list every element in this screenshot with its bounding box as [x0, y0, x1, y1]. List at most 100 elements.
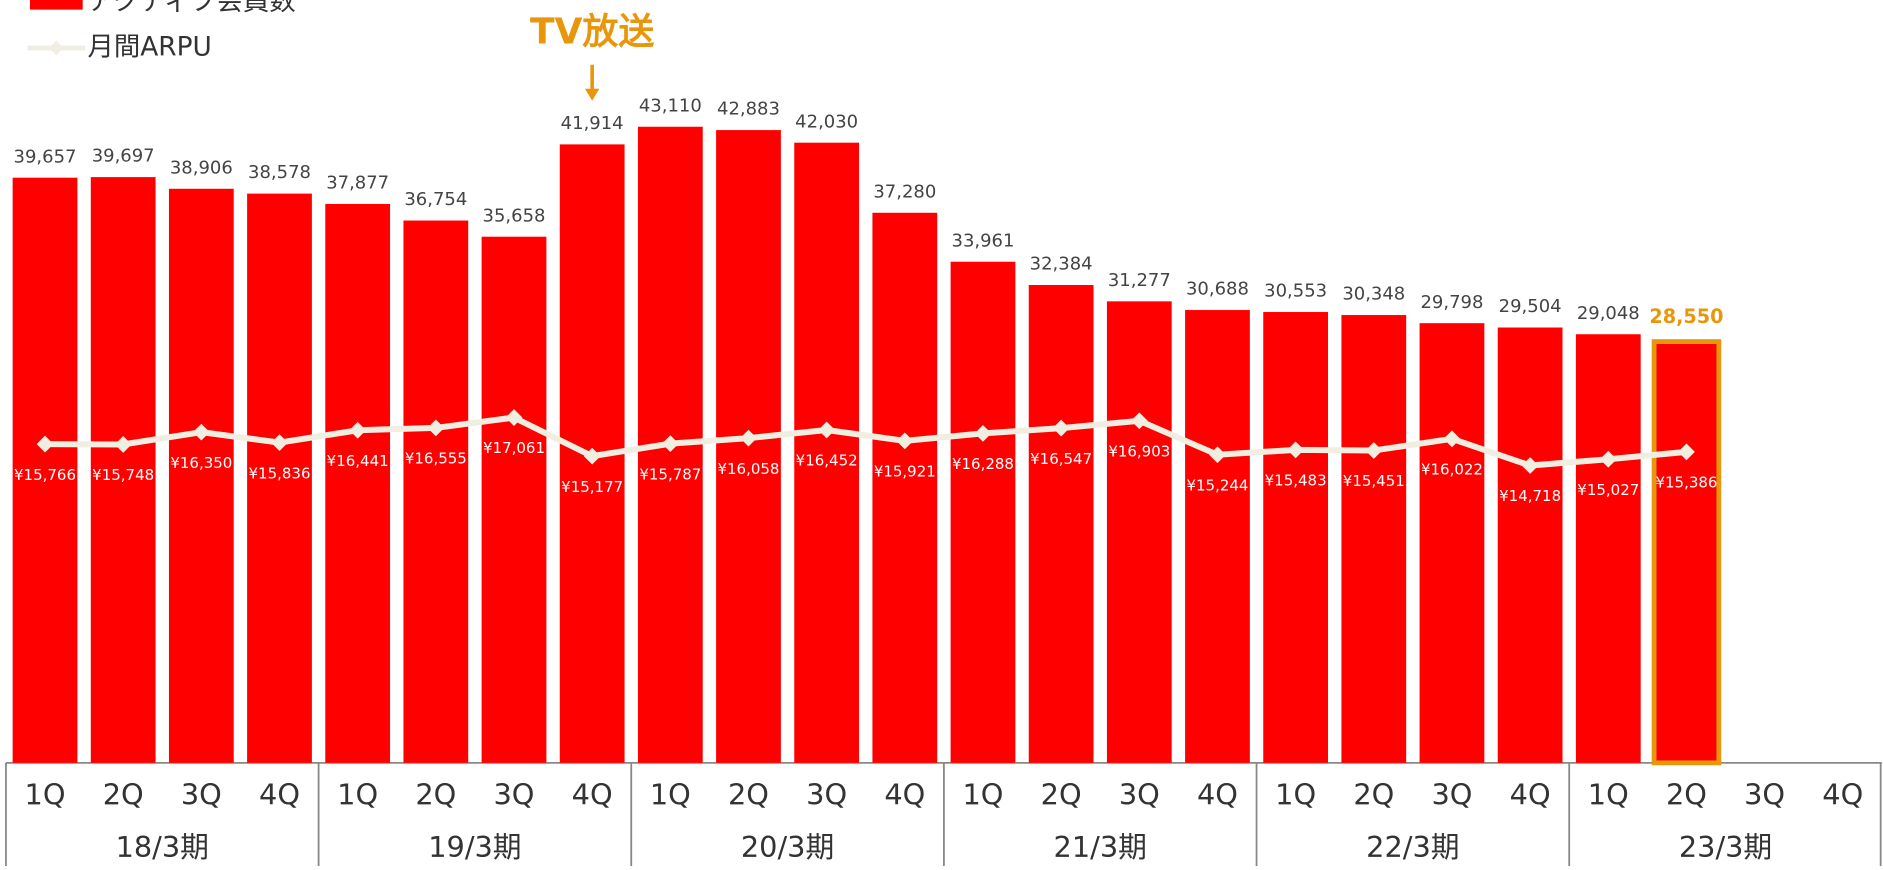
- bar-value-label: 36,754: [404, 189, 467, 210]
- arpu-value-label: ¥15,766: [14, 466, 76, 484]
- annotation-arrowhead: [584, 88, 600, 101]
- arpu-marker: [1287, 441, 1305, 459]
- x-tick-label: 4Q: [259, 777, 300, 811]
- arpu-marker: [818, 421, 836, 439]
- bar-value-label: 30,348: [1342, 284, 1405, 305]
- arpu-marker: [271, 434, 288, 452]
- bar-value-label: 39,697: [92, 146, 155, 167]
- arpu-marker: [1130, 412, 1148, 430]
- group-label: 22/3期: [1366, 830, 1459, 864]
- x-tick-label: 3Q: [494, 777, 535, 811]
- arpu-marker: [1052, 419, 1070, 437]
- bar-value-label: 28,550: [1649, 305, 1723, 328]
- arpu-marker: [740, 429, 757, 447]
- x-tick-label: 3Q: [1431, 777, 1472, 811]
- x-tick-label: 1Q: [650, 777, 691, 811]
- bar: [1106, 301, 1172, 763]
- bar: [1651, 339, 1722, 766]
- group-label: 21/3期: [1054, 830, 1147, 864]
- bar-value-label: 29,048: [1577, 303, 1640, 324]
- bar-value-label: 38,906: [170, 157, 233, 178]
- x-tick-label: 1Q: [1588, 777, 1629, 811]
- bar: [1575, 334, 1641, 763]
- arpu-line: [44, 414, 1687, 469]
- bar: [794, 142, 860, 763]
- bar-value-label: 29,504: [1499, 296, 1562, 317]
- arpu-value-label: ¥15,027: [1577, 481, 1639, 499]
- bar: [481, 236, 547, 763]
- legend-label: 月間ARPU: [87, 32, 211, 62]
- bar: [403, 220, 469, 763]
- arpu-value-label: ¥16,441: [327, 452, 389, 470]
- x-tick-label: 1Q: [1275, 777, 1316, 811]
- arpu-marker: [1365, 442, 1383, 459]
- bar-value-label: 37,877: [326, 173, 389, 194]
- x-tick-label: 3Q: [1744, 777, 1785, 811]
- bar: [1419, 323, 1485, 763]
- x-tick-label: 4Q: [1822, 777, 1863, 811]
- x-tick-label: 4Q: [884, 777, 925, 811]
- x-tick-label: 3Q: [806, 777, 847, 811]
- arpu-value-label: ¥15,748: [92, 466, 154, 484]
- x-tick-label: 1Q: [25, 777, 66, 811]
- bar: [1497, 327, 1563, 763]
- bar-value-label: 31,277: [1108, 270, 1171, 291]
- bar: [325, 203, 391, 763]
- arpu-value-label: ¥15,787: [639, 465, 701, 483]
- arpu-value-label: ¥14,718: [1499, 487, 1561, 505]
- x-tick-label: 4Q: [1197, 777, 1238, 811]
- bar-value-label: 43,110: [639, 95, 702, 116]
- arpu-value-label: ¥15,836: [249, 464, 311, 482]
- x-tick-label: 4Q: [1510, 777, 1551, 811]
- x-tick-label: 3Q: [181, 777, 222, 811]
- bar-value-label: 37,280: [873, 181, 936, 202]
- bar: [1028, 285, 1094, 763]
- x-tick-label: 1Q: [963, 777, 1004, 811]
- bar-value-label: 39,657: [14, 146, 77, 167]
- arpu-value-label: ¥16,022: [1421, 461, 1483, 479]
- bar-value-label: 42,030: [795, 111, 858, 132]
- arpu-value-label: ¥15,177: [561, 478, 623, 496]
- bar: [950, 261, 1016, 763]
- arpu-value-label: ¥16,547: [1030, 450, 1092, 468]
- arpu-value-label: ¥16,350: [170, 454, 232, 472]
- bar-value-label: 32,384: [1030, 254, 1093, 275]
- x-tick-label: 2Q: [1041, 777, 1082, 811]
- group-label: 20/3期: [741, 830, 834, 864]
- bar: [247, 193, 312, 763]
- arpu-value-label: ¥16,555: [405, 450, 467, 468]
- x-tick-label: 2Q: [415, 777, 456, 811]
- x-tick-label: 1Q: [337, 777, 378, 811]
- arpu-value-label: ¥16,288: [952, 455, 1014, 473]
- bar-value-label: 29,798: [1420, 292, 1483, 313]
- arpu-marker: [661, 435, 679, 453]
- bar-value-label: 38,578: [248, 162, 311, 183]
- x-tick-label: 2Q: [1666, 777, 1707, 811]
- arpu-value-label: ¥15,244: [1186, 476, 1248, 494]
- x-tick-label: 3Q: [1119, 777, 1160, 811]
- group-label: 23/3期: [1679, 830, 1772, 864]
- group-label: 18/3期: [116, 830, 209, 864]
- arpu-value-label: ¥17,061: [483, 439, 545, 457]
- bar-value-label: 30,553: [1264, 281, 1327, 302]
- bar: [12, 177, 78, 763]
- arpu-value-label: ¥15,386: [1655, 474, 1717, 492]
- arpu-marker: [192, 423, 210, 441]
- arpu-marker: [583, 447, 601, 465]
- x-tick-label: 2Q: [103, 777, 144, 811]
- bar-value-label: 30,688: [1186, 279, 1249, 300]
- group-label: 19/3期: [428, 830, 521, 864]
- x-tick-label: 2Q: [1353, 777, 1394, 811]
- arpu-marker: [427, 419, 445, 437]
- arpu-value-label: ¥16,058: [718, 460, 780, 478]
- arpu-marker: [1599, 450, 1617, 468]
- arpu-value-label: ¥16,452: [796, 452, 858, 470]
- annotation: TV放送: [530, 12, 654, 53]
- legend-label: アクティブ会員数: [87, 0, 295, 17]
- bar: [1263, 312, 1329, 763]
- arpu-value-label: ¥15,483: [1265, 472, 1327, 490]
- arpu-value-label: ¥16,903: [1108, 442, 1170, 460]
- arpu-marker: [1521, 457, 1539, 474]
- bar-value-label: 35,658: [483, 205, 546, 226]
